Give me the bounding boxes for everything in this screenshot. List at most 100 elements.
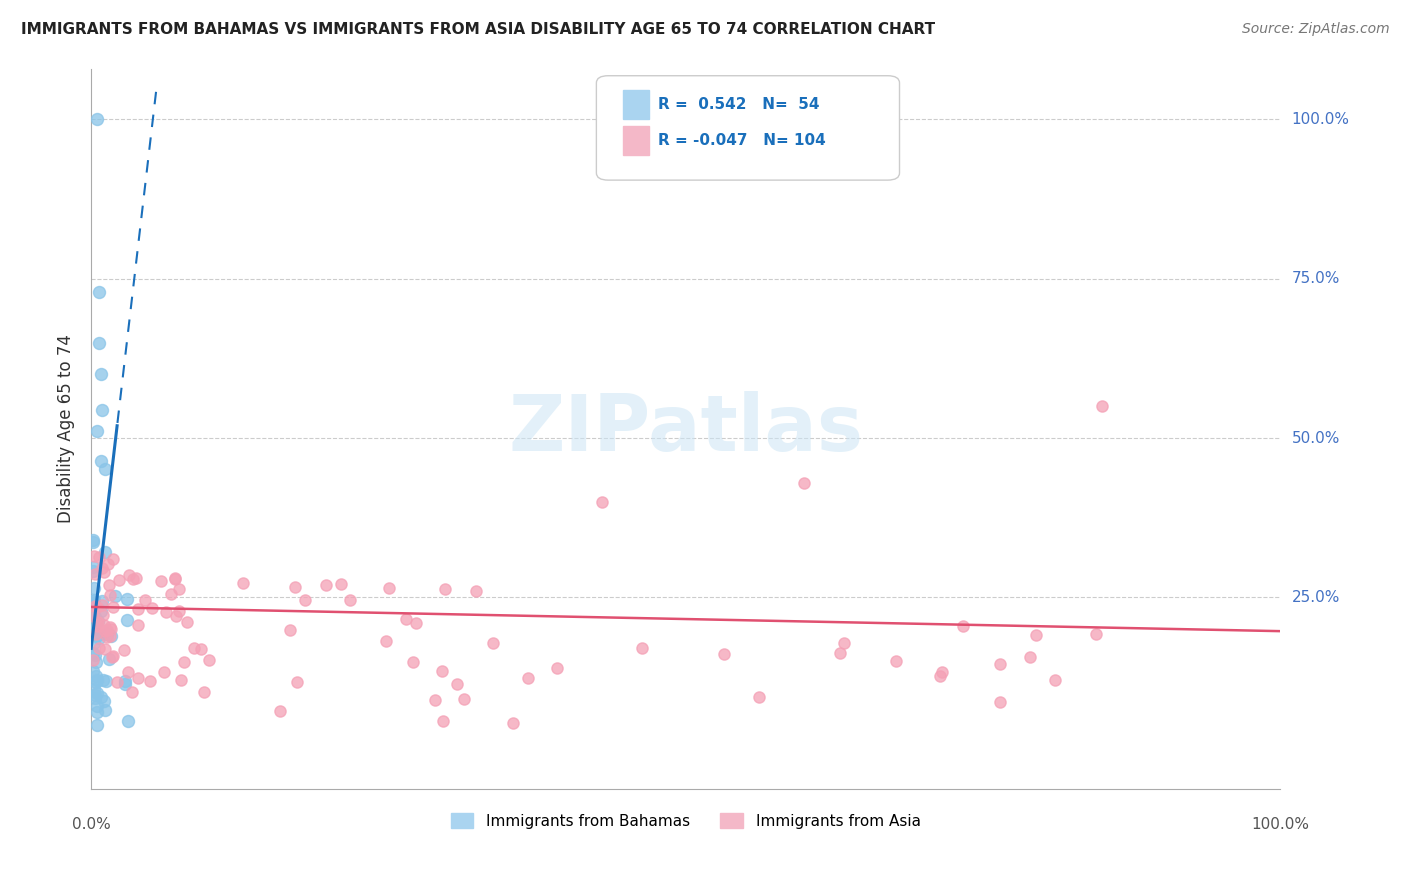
Point xyxy=(90,403,112,417)
Point xyxy=(87,632,110,646)
Point xyxy=(1085,627,1108,641)
Point xyxy=(84,669,107,683)
Point xyxy=(83,597,105,611)
Text: 50.0%: 50.0% xyxy=(1292,431,1340,446)
Point xyxy=(86,698,108,713)
Point xyxy=(423,693,446,707)
Point xyxy=(793,475,815,490)
Point xyxy=(84,566,107,581)
Point xyxy=(183,641,205,656)
Point xyxy=(94,462,117,476)
Point xyxy=(86,718,108,732)
Text: IMMIGRANTS FROM BAHAMAS VS IMMIGRANTS FROM ASIA DISABILITY AGE 65 TO 74 CORRELAT: IMMIGRANTS FROM BAHAMAS VS IMMIGRANTS FR… xyxy=(21,22,935,37)
Point xyxy=(115,613,138,627)
Point xyxy=(90,368,112,382)
Point xyxy=(86,599,108,614)
Point xyxy=(100,588,122,602)
Point xyxy=(83,593,105,607)
Point xyxy=(98,578,121,592)
Point xyxy=(82,533,104,547)
Point xyxy=(988,696,1011,710)
Point xyxy=(294,592,316,607)
Point xyxy=(91,561,114,575)
Point xyxy=(86,673,108,688)
Point xyxy=(100,622,122,636)
FancyBboxPatch shape xyxy=(623,126,648,155)
Point xyxy=(84,610,107,624)
Text: R =  0.542   N=  54: R = 0.542 N= 54 xyxy=(658,97,820,112)
Point xyxy=(86,705,108,719)
Point xyxy=(93,703,115,717)
Point xyxy=(82,594,104,608)
Text: 0.0%: 0.0% xyxy=(72,817,111,832)
Point xyxy=(90,454,112,468)
Point xyxy=(176,615,198,630)
Point xyxy=(118,568,141,582)
Point xyxy=(84,648,107,663)
Point xyxy=(160,586,183,600)
Point xyxy=(83,599,105,613)
Text: 25.0%: 25.0% xyxy=(1292,590,1340,605)
Point xyxy=(832,636,855,650)
Point xyxy=(169,604,191,618)
Point xyxy=(97,557,120,571)
Point xyxy=(139,674,162,689)
Point xyxy=(100,629,122,643)
Point xyxy=(378,581,401,595)
Point xyxy=(339,593,361,607)
Point xyxy=(98,620,121,634)
Point xyxy=(269,704,291,718)
Point xyxy=(517,671,540,685)
Point xyxy=(114,674,136,689)
Point xyxy=(117,714,139,729)
Point xyxy=(97,652,120,666)
Point xyxy=(952,619,974,633)
Text: Source: ZipAtlas.com: Source: ZipAtlas.com xyxy=(1241,22,1389,37)
Point xyxy=(546,661,568,675)
Point xyxy=(107,573,129,587)
Point xyxy=(93,607,115,622)
Point xyxy=(93,566,115,580)
Point xyxy=(115,592,138,607)
Point xyxy=(101,650,124,665)
Point xyxy=(278,624,301,638)
Point xyxy=(82,665,104,679)
Point xyxy=(91,673,114,687)
Point xyxy=(104,589,127,603)
Point xyxy=(121,572,143,586)
Text: 100.0%: 100.0% xyxy=(1292,112,1350,127)
Point xyxy=(127,672,149,686)
Y-axis label: Disability Age 65 to 74: Disability Age 65 to 74 xyxy=(58,334,75,523)
Text: 100.0%: 100.0% xyxy=(1251,817,1309,832)
Point xyxy=(1025,628,1047,642)
Point xyxy=(93,694,115,708)
Point xyxy=(152,665,174,680)
Point xyxy=(82,653,104,667)
Point xyxy=(713,647,735,661)
Point xyxy=(82,535,104,549)
Point xyxy=(591,495,613,509)
Point xyxy=(405,615,427,630)
Point xyxy=(150,574,173,589)
Point xyxy=(101,648,124,663)
Point xyxy=(86,424,108,438)
Point xyxy=(90,598,112,612)
Text: R = -0.047   N= 104: R = -0.047 N= 104 xyxy=(658,133,825,148)
Point xyxy=(94,642,117,657)
Point xyxy=(127,618,149,632)
Point xyxy=(83,681,105,696)
Point xyxy=(748,690,770,705)
Point xyxy=(83,635,105,649)
Point xyxy=(84,688,107,702)
Point xyxy=(87,549,110,564)
Point xyxy=(502,715,524,730)
Point xyxy=(430,664,453,678)
Text: 75.0%: 75.0% xyxy=(1292,271,1340,286)
Point xyxy=(83,549,105,563)
Point xyxy=(82,608,104,623)
Point xyxy=(90,604,112,618)
Point xyxy=(125,571,148,585)
Legend: Immigrants from Bahamas, Immigrants from Asia: Immigrants from Bahamas, Immigrants from… xyxy=(444,806,927,835)
Point xyxy=(86,628,108,642)
Point xyxy=(91,594,114,608)
